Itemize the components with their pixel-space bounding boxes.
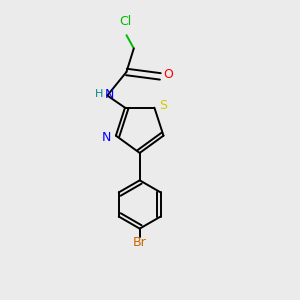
Text: H: H xyxy=(95,89,103,99)
Text: N: N xyxy=(105,88,114,100)
Text: S: S xyxy=(159,99,167,112)
Text: Br: Br xyxy=(133,236,147,249)
Text: Cl: Cl xyxy=(119,15,131,28)
Text: O: O xyxy=(164,68,173,80)
Text: N: N xyxy=(102,130,111,144)
